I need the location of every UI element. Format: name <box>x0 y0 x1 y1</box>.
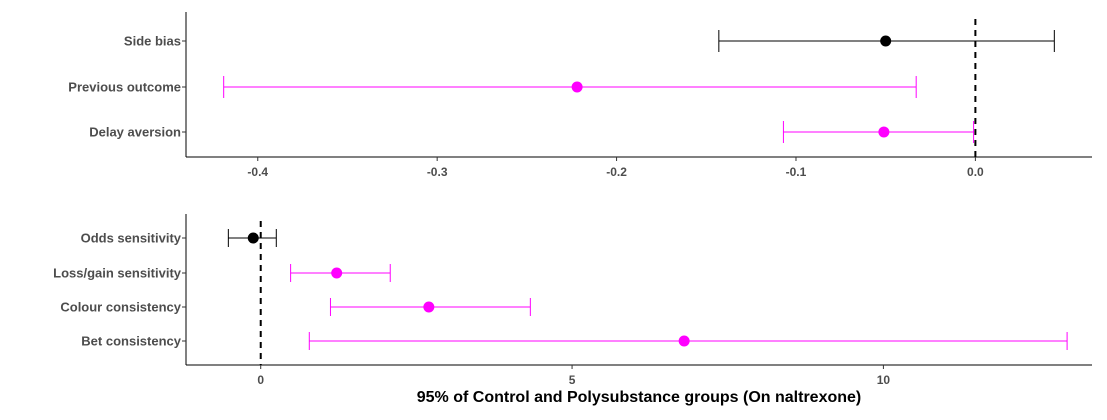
panel-2: 0 5 10 Odds sensitivity Loss/gain sensitivit… <box>53 214 1092 406</box>
x-tick-label: -0.2 <box>606 165 627 179</box>
estimate-point <box>878 126 890 138</box>
row-delay-aversion: Delay aversion <box>89 121 975 143</box>
row-side-bias: Side bias <box>124 30 1055 52</box>
row-loss-gain-sensitivity: Loss/gain sensitivity <box>53 264 391 282</box>
row-colour-consistency: Colour consistency <box>60 298 531 316</box>
category-label: Odds sensitivity <box>81 231 182 246</box>
x-tick-label: 0 <box>257 373 264 387</box>
x-axis-title: 95% of Control and Polysubstance groups … <box>417 389 862 406</box>
category-label: Previous outcome <box>68 80 181 95</box>
row-odds-sensitivity: Odds sensitivity <box>81 229 277 247</box>
estimate-point <box>423 301 435 313</box>
x-tick-label: 0.0 <box>967 165 984 179</box>
estimate-point <box>571 81 583 93</box>
category-label: Colour consistency <box>60 300 181 315</box>
x-tick-label: 10 <box>877 373 891 387</box>
estimate-point <box>331 267 343 279</box>
row-previous-outcome: Previous outcome <box>68 76 917 98</box>
estimate-point <box>678 335 690 347</box>
category-label: Loss/gain sensitivity <box>53 266 182 281</box>
x-tick-label: -0.4 <box>247 165 268 179</box>
estimate-point <box>247 232 259 244</box>
panel-1: -0.4 -0.3 -0.2 -0.1 0.0 Side bias Previous out… <box>68 12 1092 179</box>
category-label: Side bias <box>124 34 181 49</box>
x-tick-label: -0.1 <box>786 165 807 179</box>
category-label: Bet consistency <box>81 334 181 349</box>
row-bet-consistency: Bet consistency <box>81 332 1068 350</box>
estimate-point <box>880 35 892 47</box>
category-label: Delay aversion <box>89 125 181 140</box>
x-tick-label: -0.3 <box>427 165 448 179</box>
x-tick-label: 5 <box>569 373 576 387</box>
